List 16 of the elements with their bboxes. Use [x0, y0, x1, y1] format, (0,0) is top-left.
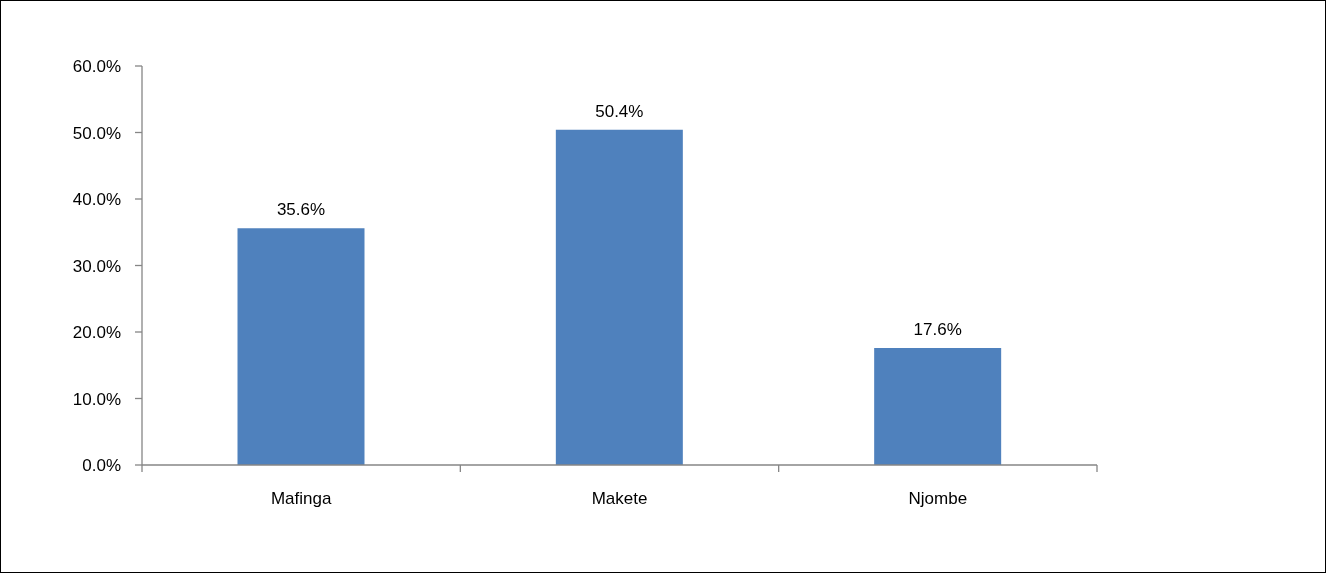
x-tick-label: Mafinga	[270, 489, 332, 509]
bar	[874, 347, 1002, 465]
y-tick-label: 50.0%	[72, 123, 121, 143]
bar	[237, 228, 365, 465]
x-tick-label: Makete	[591, 489, 648, 509]
y-tick-label: 0.0%	[82, 456, 121, 476]
data-label: 50.4%	[595, 101, 644, 121]
y-tick-label: 30.0%	[72, 256, 121, 276]
y-tick-label: 40.0%	[72, 190, 121, 210]
data-label: 17.6%	[913, 319, 962, 339]
x-tick-label: Njombe	[908, 489, 968, 509]
y-tick-label: 10.0%	[72, 389, 121, 409]
data-label: 35.6%	[276, 200, 326, 220]
y-tick-label: 20.0%	[72, 323, 121, 343]
bar	[555, 129, 683, 465]
y-tick-label: 60.0%	[72, 57, 121, 77]
